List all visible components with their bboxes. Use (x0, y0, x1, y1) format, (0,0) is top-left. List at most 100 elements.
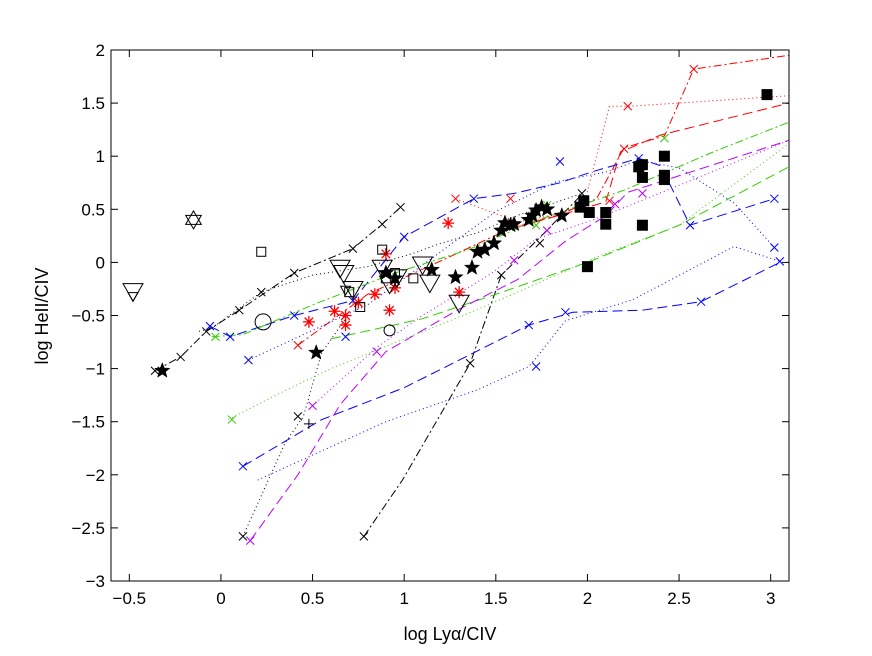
cross-marker (289, 311, 299, 320)
x-tick-label: 0 (216, 589, 225, 608)
x-axis-label: log Lyα/CIV (404, 624, 497, 644)
track-green-line (211, 121, 790, 338)
asterisk-marker (389, 281, 402, 294)
track-magenta-line (249, 139, 790, 541)
cross-marker (341, 332, 350, 342)
cross-marker (619, 144, 629, 154)
x-axis-label-greek: α (451, 624, 461, 644)
cross-marker (638, 189, 647, 198)
cross-marker (377, 219, 387, 229)
open-circle-marker (383, 324, 396, 337)
cross-marker (469, 194, 479, 204)
filled-square-marker (583, 206, 595, 218)
cross-marker (359, 532, 369, 541)
y-tick-label: 0.5 (81, 200, 105, 219)
filled-square-marker (581, 261, 593, 273)
cross-marker (685, 220, 695, 230)
cross-marker (238, 532, 248, 541)
cross-marker (775, 256, 785, 266)
y-tick-label: 1 (96, 147, 105, 166)
filled-square-marker (600, 206, 612, 218)
y-tick-label: −1.5 (71, 413, 105, 432)
open-triangle-down-marker (329, 259, 351, 279)
cross-marker (531, 362, 541, 371)
open-triangle-down-marker (332, 265, 355, 285)
filled-star-marker (307, 343, 325, 360)
filled-square-marker (761, 89, 773, 101)
open-square-marker (355, 302, 366, 313)
cross-marker (623, 101, 633, 111)
cross-marker (769, 243, 779, 252)
filled-star-marker (423, 261, 440, 277)
asterisk-marker (339, 309, 352, 322)
cross-marker (531, 220, 541, 230)
filled-square-marker (636, 159, 648, 171)
cross-marker (451, 194, 460, 204)
cross-marker (245, 536, 255, 545)
asterisk-marker (383, 304, 396, 317)
filled-square-marker (578, 195, 590, 207)
y-tick-label: −3 (86, 572, 105, 591)
filled-star-marker (447, 268, 464, 285)
cross-marker (496, 270, 506, 280)
cross-marker (289, 268, 299, 278)
y-tick-label: −0.5 (71, 307, 105, 326)
filled-star-marker (377, 264, 395, 281)
cross-marker (293, 412, 303, 421)
x-axis-label-post: /CIV (461, 624, 496, 644)
filled-square-marker (636, 219, 648, 231)
track-blue-line (242, 261, 781, 467)
filled-square-marker (658, 150, 670, 162)
y-tick-label: 0 (96, 253, 105, 272)
cross-marker (542, 226, 552, 235)
filled-square-marker (658, 174, 670, 186)
data-markers (122, 64, 785, 545)
track-green-line (330, 166, 790, 340)
cross-marker (605, 196, 614, 206)
y-axis-label: log HeII/CIV (32, 267, 52, 364)
cross-marker (211, 332, 220, 342)
cross-marker (535, 238, 545, 248)
track-red-line (297, 54, 790, 346)
cross-marker (610, 199, 620, 209)
cross-marker (244, 355, 253, 365)
open-square-marker (377, 244, 388, 255)
filled-star-marker (386, 269, 404, 286)
hexagram-marker (184, 209, 203, 225)
cross-marker (509, 255, 519, 265)
y-tick-label: −2.5 (71, 519, 105, 538)
cross-marker (396, 202, 405, 212)
cross-marker (696, 297, 706, 307)
x-tick-label: −0.5 (113, 589, 147, 608)
cross-marker (234, 305, 244, 315)
open-triangle-down-marker (411, 256, 434, 276)
x-tick-label: 0.5 (301, 589, 325, 608)
cross-marker (689, 64, 699, 74)
y-tick-label: −2 (86, 466, 105, 485)
cross-marker (372, 347, 382, 356)
cross-marker (348, 244, 358, 253)
cross-marker (225, 332, 235, 342)
filled-star-marker (505, 215, 523, 232)
x-tick-label: 3 (766, 589, 775, 608)
cross-marker (293, 340, 303, 350)
asterisk-marker (328, 305, 341, 318)
plus-marker (303, 418, 314, 429)
cross-marker (524, 320, 534, 330)
filled-square-marker (600, 218, 612, 230)
open-triangle-down-marker (418, 274, 441, 294)
asterisk-marker (339, 319, 352, 332)
cross-marker (769, 194, 779, 204)
open-square-marker (408, 273, 419, 284)
cross-marker (465, 358, 475, 368)
filled-star-marker (538, 200, 556, 217)
asterisk-marker (442, 217, 455, 230)
axis-ticks: −0.5 0 0.5 1 1.5 2 2.5 3 −3 −2.5 −2 −1.5 −1 −0.5 0 0.5 1… (71, 41, 789, 608)
filled-star-marker (553, 206, 571, 223)
cross-marker (308, 401, 317, 411)
x-tick-label: 1 (399, 589, 408, 608)
cross-marker (399, 232, 409, 242)
hexagram-marker (184, 214, 203, 230)
